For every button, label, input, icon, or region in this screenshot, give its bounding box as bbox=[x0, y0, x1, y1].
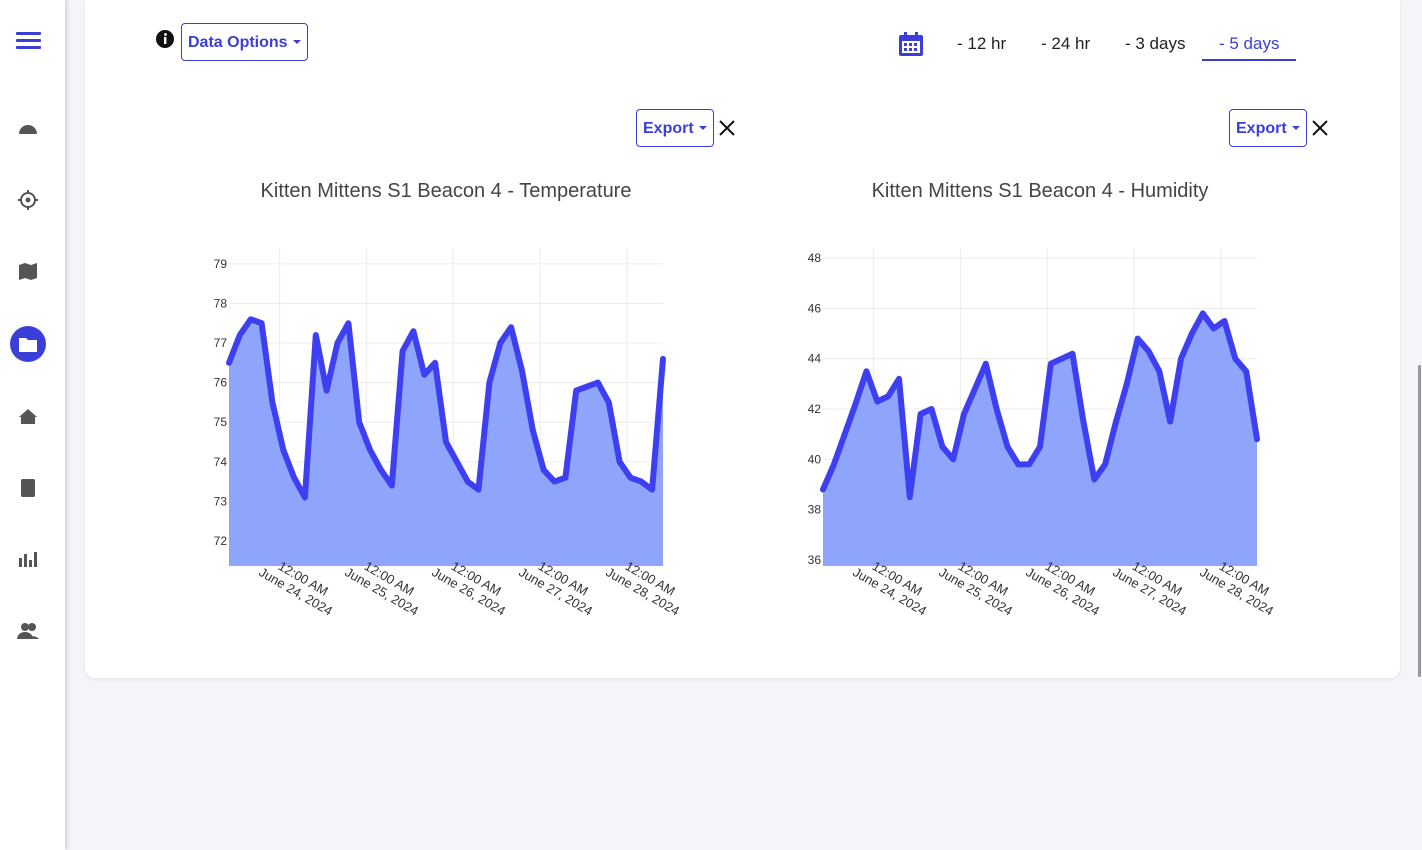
y-tick-label: 76 bbox=[214, 376, 228, 390]
y-tick-label: 46 bbox=[808, 301, 822, 315]
range-option[interactable]: - 24 hr bbox=[1041, 34, 1091, 53]
y-tick-label: 42 bbox=[808, 402, 822, 416]
y-tick-label: 78 bbox=[214, 296, 228, 310]
sidebar-icons bbox=[10, 32, 46, 639]
dashboard-icon[interactable] bbox=[19, 125, 37, 134]
info-icon[interactable] bbox=[155, 29, 175, 49]
y-tick-label: 79 bbox=[214, 257, 228, 271]
y-tick-label: 77 bbox=[214, 336, 228, 350]
chart-icon[interactable] bbox=[19, 552, 37, 567]
folder-icon bbox=[19, 338, 37, 352]
close-icon[interactable] bbox=[1311, 119, 1329, 137]
y-tick-label: 40 bbox=[808, 452, 822, 466]
scrollbar[interactable] bbox=[1418, 365, 1421, 677]
users-icon[interactable] bbox=[17, 623, 39, 639]
export-button[interactable]: Export bbox=[636, 109, 714, 147]
data-line bbox=[820, 310, 1260, 501]
range-option[interactable]: - 5 days bbox=[1219, 34, 1280, 53]
y-tick-label: 38 bbox=[808, 503, 822, 517]
range-option[interactable]: - 12 hr bbox=[957, 34, 1007, 53]
chart-title: Kitten Mittens S1 Beacon 4 - Humidity bbox=[872, 180, 1209, 202]
data-line bbox=[226, 316, 666, 501]
range-option[interactable]: - 3 days bbox=[1125, 34, 1186, 53]
sidebar bbox=[0, 0, 65, 850]
y-tick-label: 75 bbox=[214, 415, 228, 429]
calendar-icon[interactable] bbox=[898, 32, 924, 58]
y-tick-label: 44 bbox=[808, 352, 822, 366]
close-icon[interactable] bbox=[718, 119, 736, 137]
data-options-button[interactable]: Data Options bbox=[181, 23, 308, 61]
target-icon[interactable] bbox=[18, 190, 38, 210]
device-icon[interactable] bbox=[21, 479, 35, 497]
map-icon[interactable] bbox=[19, 263, 37, 280]
range-underline bbox=[1202, 59, 1296, 61]
chart-title: Kitten Mittens S1 Beacon 4 - Temperature bbox=[261, 180, 632, 202]
y-tick-label: 48 bbox=[808, 251, 822, 265]
y-tick-label: 74 bbox=[214, 455, 228, 469]
menu-icon[interactable] bbox=[16, 32, 41, 49]
home-icon[interactable] bbox=[19, 409, 37, 424]
y-tick-label: 36 bbox=[808, 553, 822, 567]
area-fill bbox=[823, 313, 1257, 566]
y-tick-label: 73 bbox=[214, 494, 228, 508]
y-tick-label: 72 bbox=[214, 534, 228, 548]
export-button[interactable]: Export bbox=[1229, 109, 1307, 147]
